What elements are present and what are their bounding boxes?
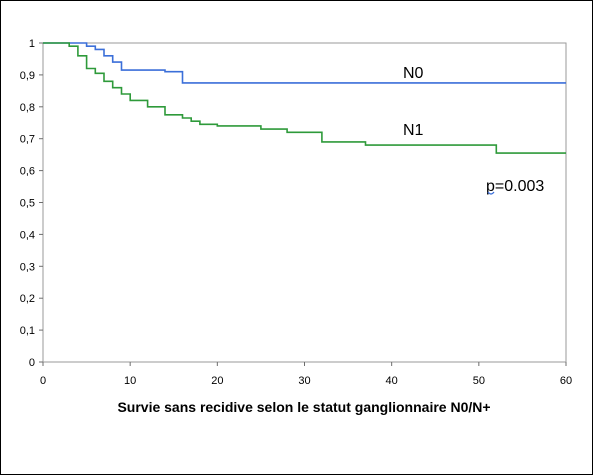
x-tick-label: 20: [211, 375, 223, 387]
y-tick-label: 0,3: [20, 261, 35, 273]
y-tick-label: 0,1: [20, 325, 35, 337]
series-label-n0: N0: [403, 65, 424, 82]
y-tick-label: 0,9: [20, 70, 35, 82]
x-tick-label: 10: [124, 375, 136, 387]
series-layer: [43, 42, 566, 154]
series-label-n1: N1: [403, 122, 424, 139]
series-line-n0: [43, 42, 566, 84]
y-tick-label: 0,5: [20, 198, 35, 210]
x-axis-label: Survie sans recidive selon le statut gan…: [117, 399, 490, 415]
y-tick-label: 0,8: [20, 102, 35, 114]
y-tick-label: 0,6: [20, 166, 35, 178]
axes: 00,10,20,30,40,50,60,70,80,910 10 20 30 40 50…: [20, 38, 572, 387]
y-tick-label: 1: [29, 38, 35, 50]
x-tick-label: 50: [473, 375, 485, 387]
y-tick-label: 0,4: [20, 229, 35, 241]
y-tick-label: 0,2: [20, 293, 35, 305]
x-tick-label: 40: [386, 375, 398, 387]
x-tick-label: 30: [298, 375, 310, 387]
x-tick-label: 0: [40, 375, 46, 387]
p-value-annotation: p=0.003: [486, 178, 544, 195]
y-tick-label: 0,7: [20, 134, 35, 146]
p-value-marker-icon: [487, 191, 495, 195]
x-tick-label: 60: [560, 375, 572, 387]
y-tick-label: 0: [29, 357, 35, 369]
series-line-n1: [43, 42, 566, 154]
